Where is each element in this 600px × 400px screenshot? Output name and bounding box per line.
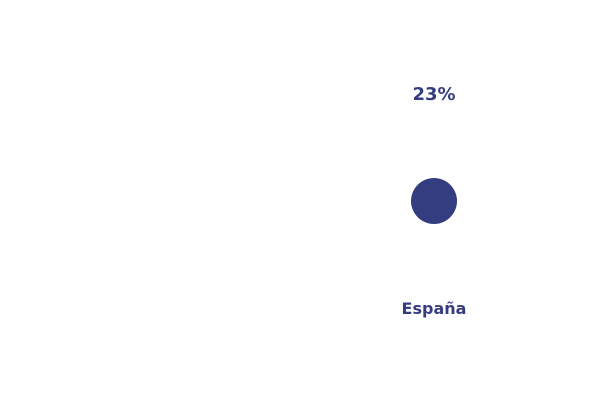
value-label: 23% xyxy=(412,84,455,105)
category-label: España xyxy=(402,299,467,318)
data-point-espana xyxy=(411,178,457,224)
